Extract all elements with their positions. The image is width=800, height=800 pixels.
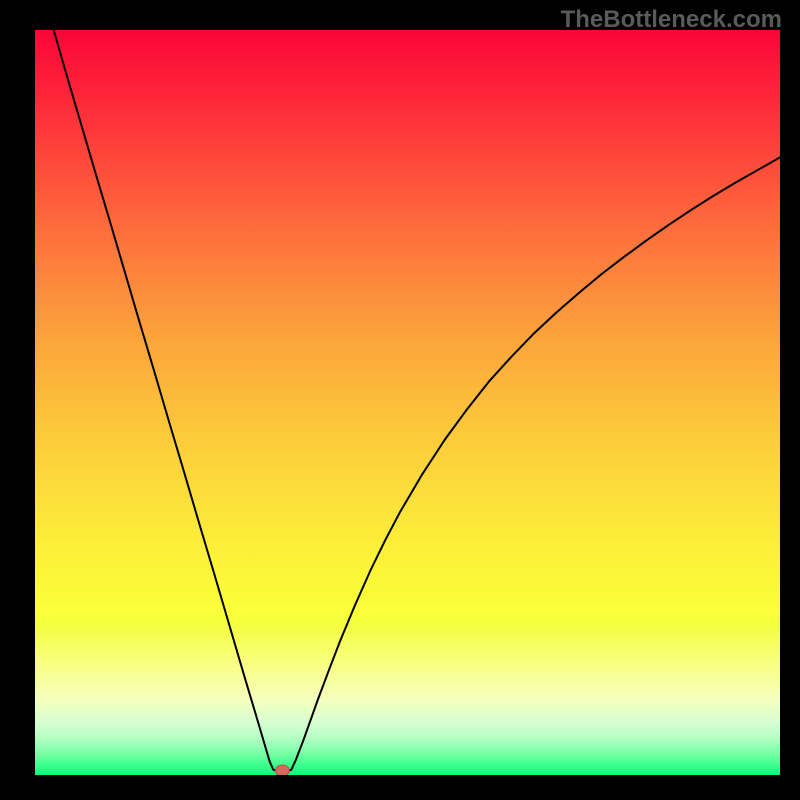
chart-svg	[35, 30, 780, 775]
stage: TheBottleneck.com	[0, 0, 800, 800]
plot-area	[35, 30, 780, 775]
minimum-marker	[275, 765, 289, 775]
bottleneck-curve	[54, 30, 780, 772]
